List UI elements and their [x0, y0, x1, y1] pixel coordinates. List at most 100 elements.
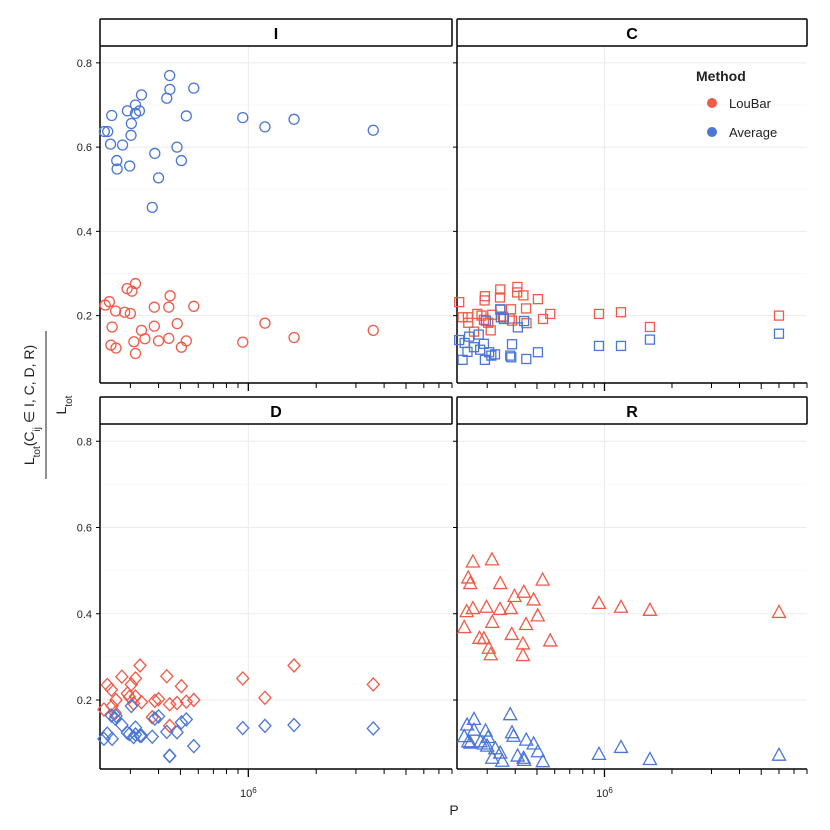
point-average — [771, 746, 787, 761]
y-title-set: ∈ I, C, D, R) — [21, 345, 37, 427]
point-average — [174, 714, 189, 730]
point-average — [454, 334, 465, 346]
point-average — [124, 698, 139, 714]
point-loubar — [532, 294, 544, 305]
point-loubar — [124, 677, 139, 692]
point-loubar — [163, 301, 175, 313]
point-loubar — [542, 632, 558, 647]
point-loubar — [159, 668, 174, 684]
point-average — [162, 748, 177, 764]
point-loubar — [288, 331, 300, 344]
point-average — [483, 347, 495, 358]
point-loubar — [186, 692, 201, 708]
point-loubar — [545, 308, 556, 320]
point-loubar — [367, 324, 379, 336]
point-average — [170, 724, 184, 740]
svg-text:Ltot(Cij ∈ I, C, D, R): Ltot(Cij ∈ I, C, D, R) — [21, 345, 43, 465]
point-average — [171, 141, 183, 153]
point-loubar — [481, 639, 497, 654]
point-average — [129, 99, 142, 111]
point-loubar — [463, 317, 474, 328]
point-average — [468, 342, 480, 353]
point-average — [506, 339, 518, 350]
point-average — [489, 349, 501, 360]
y-title-paren: (C — [21, 431, 37, 446]
point-loubar — [771, 604, 787, 619]
point-loubar — [287, 658, 301, 673]
point-average — [164, 83, 176, 96]
point-average — [495, 312, 506, 323]
point-loubar — [259, 317, 271, 329]
point-loubar — [258, 690, 272, 706]
point-average — [179, 711, 194, 727]
point-loubar — [492, 575, 508, 590]
facet-strip — [99, 396, 453, 425]
point-average — [463, 331, 475, 342]
point-loubar — [108, 705, 123, 721]
point-average — [180, 110, 192, 122]
point-loubar — [615, 307, 627, 318]
point-average — [149, 147, 161, 160]
point-average — [494, 752, 510, 767]
marks-i — [98, 69, 379, 360]
point-average — [116, 139, 129, 151]
point-loubar — [518, 616, 534, 631]
facet-strip — [456, 396, 808, 425]
point-loubar — [188, 300, 200, 312]
point-average — [479, 737, 495, 752]
point-loubar — [518, 290, 529, 301]
point-average — [498, 313, 510, 325]
point-average — [505, 727, 522, 742]
point-average — [593, 340, 605, 352]
point-average — [367, 124, 379, 136]
point-loubar — [516, 583, 532, 598]
point-loubar — [503, 600, 519, 615]
point-loubar — [126, 285, 138, 297]
point-average — [146, 201, 158, 213]
point-loubar — [456, 619, 472, 634]
point-average — [487, 740, 503, 755]
legend-label-loubar: LouBar — [729, 96, 772, 111]
point-loubar — [485, 325, 496, 336]
point-loubar — [147, 693, 162, 709]
point-loubar — [175, 341, 188, 353]
point-loubar — [171, 317, 183, 330]
point-average — [460, 733, 476, 748]
point-average — [175, 154, 188, 167]
point-loubar — [495, 284, 506, 295]
point-average — [145, 729, 160, 745]
point-average — [162, 748, 177, 764]
point-loubar — [494, 292, 506, 303]
point-average — [486, 350, 497, 361]
point-loubar — [591, 595, 607, 610]
point-loubar — [515, 635, 531, 650]
point-average — [106, 109, 118, 122]
point-average — [532, 347, 544, 358]
point-average — [506, 352, 517, 363]
y-tick-label: 0.2 — [77, 311, 92, 323]
point-average — [484, 749, 500, 764]
point-loubar — [530, 607, 546, 622]
point-average — [478, 338, 490, 349]
point-loubar — [593, 308, 605, 320]
point-loubar — [148, 320, 160, 332]
point-loubar — [465, 553, 481, 568]
point-loubar — [479, 295, 490, 306]
point-average — [530, 743, 546, 758]
point-average — [259, 121, 271, 133]
point-average — [474, 344, 486, 355]
point-loubar — [235, 670, 250, 686]
marks-layer — [97, 69, 787, 768]
point-average — [521, 353, 532, 365]
point-loubar — [106, 321, 118, 333]
point-loubar — [174, 678, 189, 694]
x-tick-label: 106 — [240, 786, 257, 801]
facet-strip-label: R — [626, 404, 638, 421]
panel-r: R 106 — [453, 396, 808, 800]
panel-d: D 0.2 0.4 0.6 0.8 106 — [77, 396, 453, 801]
point-average — [613, 739, 629, 754]
legend-label-average: Average — [729, 125, 777, 140]
point-loubar — [105, 698, 120, 714]
point-average — [235, 720, 250, 736]
